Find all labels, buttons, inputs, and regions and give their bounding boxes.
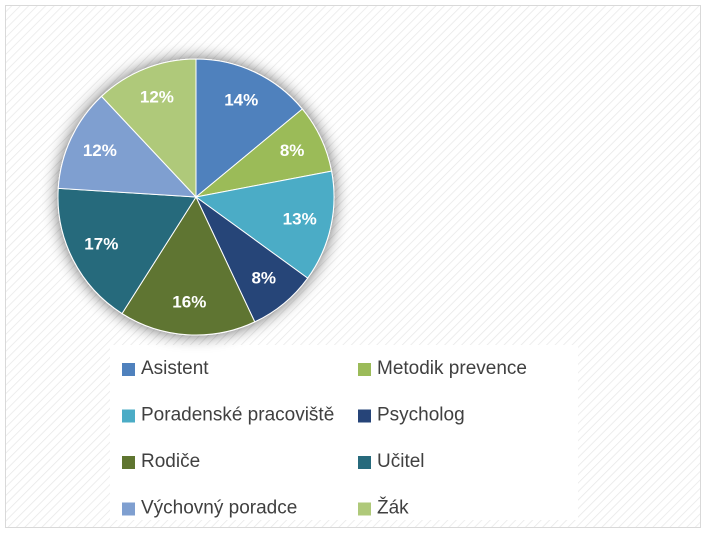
legend-swatch <box>122 409 135 423</box>
data-label: 17% <box>84 235 118 254</box>
legend-label: Žák <box>377 497 409 519</box>
data-label: 12% <box>140 88 174 107</box>
legend-swatch <box>358 502 371 516</box>
data-label: 16% <box>172 293 206 312</box>
legend-swatch <box>358 456 371 469</box>
slice <box>195 58 304 199</box>
slice <box>57 95 198 198</box>
legend-label: Výchovný poradce <box>141 498 297 519</box>
legend-label: Učitel <box>377 451 425 472</box>
legend-label: Poradenské pracoviště <box>141 405 334 426</box>
data-label: 12% <box>83 141 117 160</box>
slice <box>194 170 335 279</box>
legend-label: Metodik prevence <box>377 358 527 379</box>
legend-label: Rodiče <box>141 451 200 472</box>
data-label: 14% <box>224 90 258 109</box>
legend-swatch <box>122 456 135 469</box>
legend-swatch <box>122 502 135 516</box>
legend-label: Asistent <box>141 358 209 379</box>
slice <box>121 195 256 336</box>
legend-box <box>110 345 578 520</box>
pie <box>57 58 335 336</box>
slice <box>57 187 197 315</box>
legend-swatch <box>358 363 371 376</box>
legend-swatch <box>358 409 371 423</box>
legend-swatch <box>122 363 135 376</box>
data-label: 8% <box>280 141 305 160</box>
data-label: 13% <box>283 210 317 229</box>
data-label: 8% <box>251 268 276 287</box>
slice <box>100 58 197 199</box>
legend-label: Psycholog <box>377 405 465 426</box>
